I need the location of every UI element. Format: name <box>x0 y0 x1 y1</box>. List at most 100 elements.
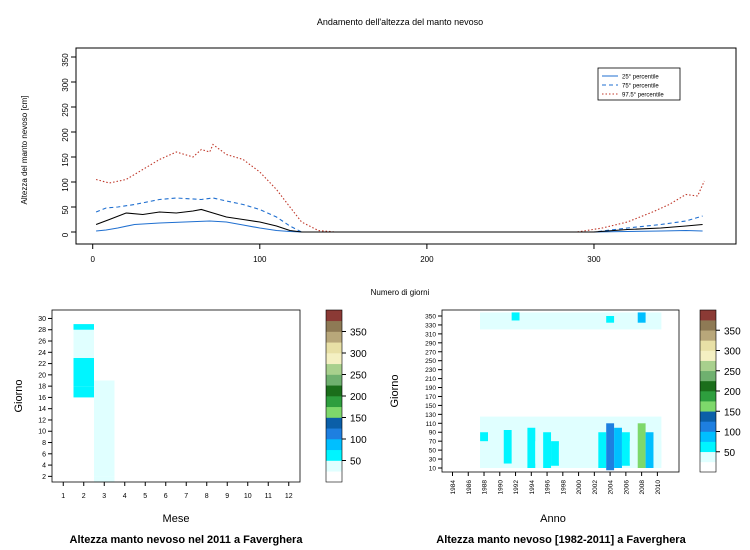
chart-1-series-line-0 <box>96 220 703 233</box>
chart-3-cell <box>543 432 552 468</box>
chart-3-cell <box>582 436 591 460</box>
chart-2-colorbar-cell <box>326 471 342 483</box>
chart-2-y-tick-label: 8 <box>42 440 46 447</box>
chart-3-x-tick-label: 2010 <box>655 480 662 495</box>
chart-2-plot-frame <box>51 309 301 483</box>
chart-2-colorbar-cell <box>326 342 342 354</box>
chart-2-colorbar-cell <box>326 428 342 440</box>
chart-3-cell <box>519 445 528 466</box>
chart-3-y-tick-label: 330 <box>425 322 436 329</box>
chart-3-y-tick-label: 30 <box>429 457 437 464</box>
chart-3-colorbar-cell <box>700 401 716 412</box>
chart-1-series-line-2 <box>95 143 705 233</box>
chart-3-y-tick-label: 290 <box>425 340 436 347</box>
chart-3-colorbar-label: 150 <box>724 407 741 418</box>
chart-3-colorbar-label: 50 <box>724 448 736 459</box>
chart-3-y-tick-label: 50 <box>429 448 437 455</box>
chart-2-y-tick-label: 18 <box>38 384 46 391</box>
chart-2-y-tick-label: 14 <box>38 406 46 413</box>
chart-3-cell <box>614 427 622 468</box>
chart-3-cell <box>598 432 607 468</box>
chart-2-colorbar-cell <box>326 310 342 322</box>
chart-3-cell <box>606 316 615 323</box>
chart-3-x-tick-label: 2004 <box>608 480 615 495</box>
chart-3-colorbar-cell <box>700 340 716 351</box>
chart-1-x-axis-label: Numero di giorni <box>371 288 430 297</box>
chart-2-x-tick-label: 2 <box>82 493 86 500</box>
chart-1-x-tick-label: 200 <box>420 255 434 264</box>
chart-2-x-tick-label: 12 <box>285 493 293 500</box>
chart-2-cell <box>94 380 115 477</box>
chart-2-cell <box>53 436 74 482</box>
chart-1-y-tick-label: 300 <box>61 78 70 92</box>
chart-2-y-tick-label: 6 <box>42 451 46 458</box>
chart-2-x-tick-label: 1 <box>61 493 65 500</box>
chart-2-x-tick-label: 9 <box>225 493 229 500</box>
chart-2-x-tick-label: 8 <box>205 493 209 500</box>
chart-3-x-tick-label: 1998 <box>560 480 567 495</box>
chart-2-x-tick-label: 11 <box>265 493 272 500</box>
chart-3-colorbar-cell <box>700 370 716 382</box>
chart-3-x-tick-label: 1984 <box>450 480 457 495</box>
chart-1-y-tick-label: 150 <box>61 153 70 167</box>
chart-2-y-tick-label: 4 <box>42 463 46 470</box>
chart-2-colorbar-cell <box>326 331 342 343</box>
chart-3-cell <box>527 427 536 468</box>
chart-1-legend-box <box>597 67 681 101</box>
chart-2-cell <box>237 363 258 375</box>
chart-2-colorbar-label: 350 <box>350 328 367 339</box>
chart-3-colorbar-label: 350 <box>724 326 741 337</box>
chart-2-cell <box>278 312 299 420</box>
chart-3-y-tick-label: 210 <box>425 376 436 383</box>
chart-3-colorbar-cell <box>700 310 716 321</box>
chart-2-colorbar-cell <box>326 320 342 332</box>
chart-3-cell <box>653 441 662 464</box>
chart-1-legend-label-1: 75° percentile <box>622 84 659 90</box>
chart-2-x-tick-label: 4 <box>123 493 127 500</box>
chart-3-colorbar-cell <box>700 350 716 361</box>
chart-2-y-axis-label: Giorno <box>13 379 25 412</box>
chart-3-x-tick-label: 2002 <box>592 480 599 495</box>
chart-2-colorbar-cell <box>326 460 342 472</box>
chart-3-cell <box>480 432 488 442</box>
chart-3-cell <box>551 441 559 466</box>
chart-1-y-tick-label: 50 <box>61 205 70 214</box>
chart-3-cell <box>637 423 646 468</box>
chart-3-y-tick-label: 350 <box>425 314 436 321</box>
chart-3-colorbar-cell <box>700 431 716 442</box>
chart-2-colorbar-cell <box>326 353 342 365</box>
chart-2-y-tick-label: 22 <box>38 361 46 368</box>
chart-2-cell <box>135 391 156 404</box>
chart-3-x-tick-label: 1990 <box>497 480 504 495</box>
chart-2-colorbar-label: 100 <box>350 435 367 446</box>
chart-3-colorbar-cell <box>700 461 716 473</box>
chart-3-colorbar-label: 300 <box>724 347 741 358</box>
chart-1-y-tick-label: 0 <box>61 232 70 237</box>
chart-2-cell <box>94 324 115 381</box>
chart-1-y-tick-label: 200 <box>61 128 70 142</box>
chart-3-x-tick-label: 1992 <box>513 480 520 495</box>
chart-2-cell <box>53 312 74 404</box>
chart-2-y-tick-label: 26 <box>38 339 46 346</box>
chart-3-x-tick-label: 2000 <box>576 480 583 495</box>
chart-2-cell <box>73 397 94 482</box>
chart-3-x-axis-label: Anno <box>540 513 566 525</box>
chart-3-y-tick-label: 90 <box>429 430 437 437</box>
chart-2-title: Altezza manto nevoso nel 2011 a Faverghe… <box>70 534 304 546</box>
chart-3-cell <box>574 450 583 468</box>
chart-2-colorbar-label: 200 <box>350 392 367 403</box>
chart-3-colorbar-label: 100 <box>724 428 741 439</box>
chart-3-title: Altezza manto nevoso [1982-2011] a Faver… <box>436 534 686 546</box>
chart-3-y-tick-label: 70 <box>429 439 437 446</box>
chart-1-y-tick-label: 100 <box>61 178 70 192</box>
chart-2-cell <box>94 476 115 482</box>
chart-2-colorbar-label: 300 <box>350 349 367 360</box>
chart-3-x-tick-label: 1994 <box>529 480 536 495</box>
chart-2-y-tick-label: 2 <box>42 474 46 481</box>
chart-3-cell <box>495 436 504 466</box>
chart-3-y-tick-label: 270 <box>425 349 436 356</box>
chart-3-cell <box>503 430 512 464</box>
chart-3-y-tick-label: 250 <box>425 358 436 365</box>
chart-3-cell <box>621 432 630 466</box>
chart-1-y-tick-label: 250 <box>61 103 70 117</box>
